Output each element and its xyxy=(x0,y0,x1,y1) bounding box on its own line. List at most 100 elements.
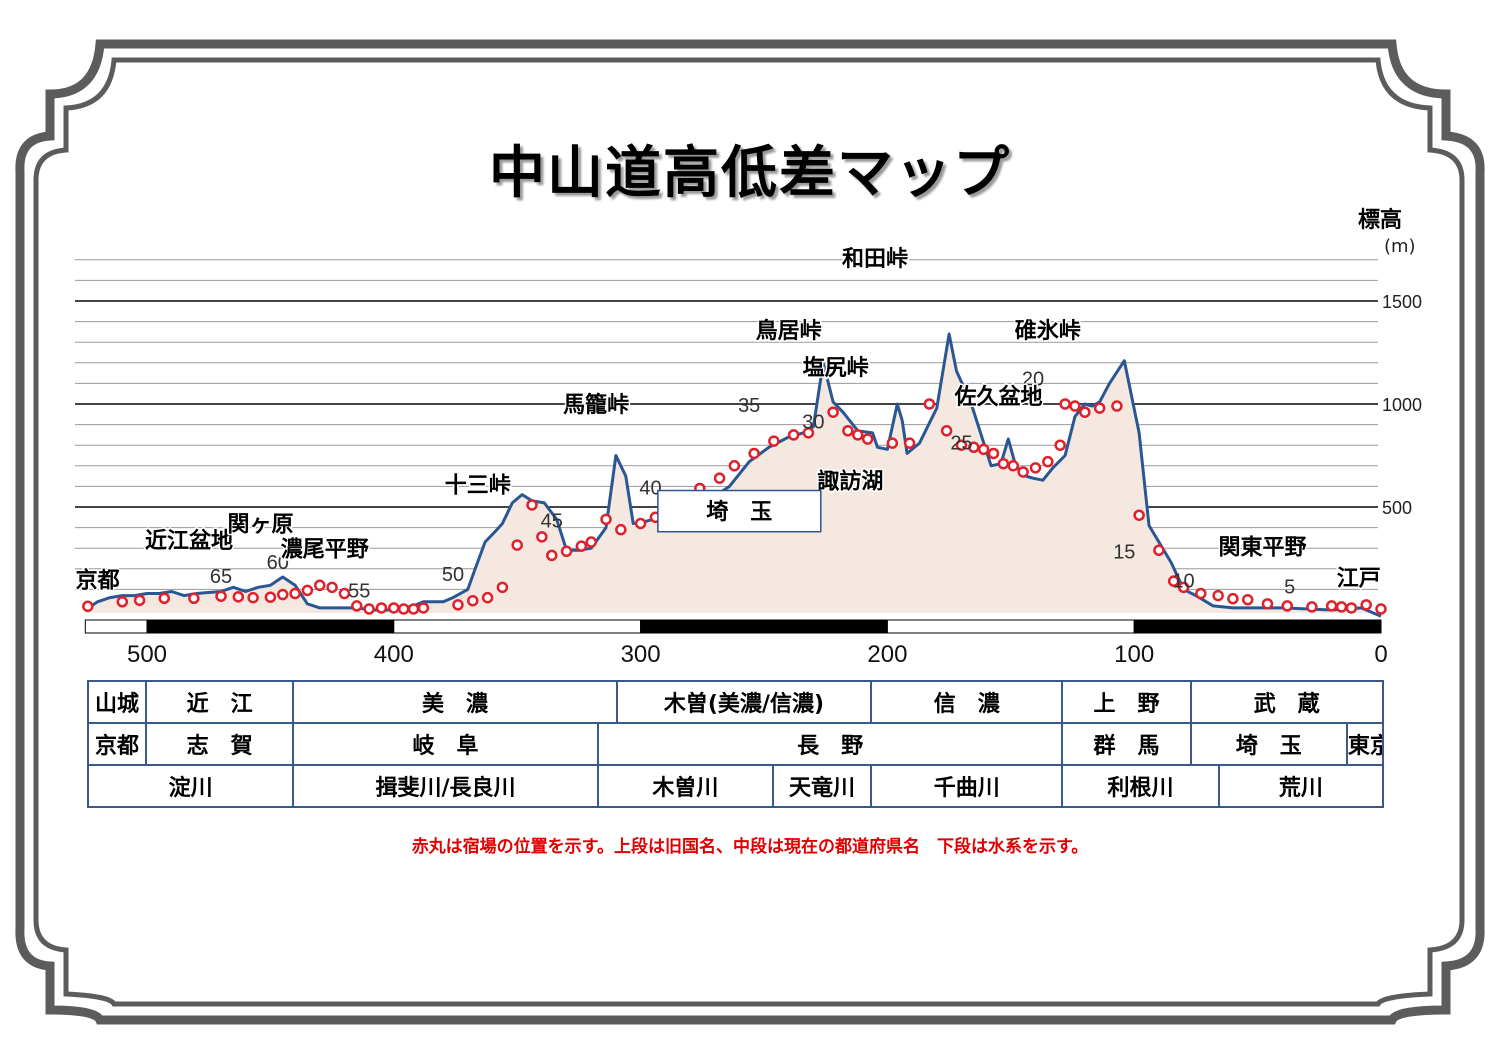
station-marker xyxy=(363,603,375,615)
station-marker xyxy=(748,447,760,460)
station-marker xyxy=(314,579,326,592)
elevation-area xyxy=(85,334,1381,617)
region-cell: 群 馬 xyxy=(1061,722,1192,766)
old-province-row: 山城 近 江 美 濃 木曽(美濃/信濃) 信 濃 上 野 武 蔵 xyxy=(86,680,1385,724)
station-number-label: 35 xyxy=(738,395,760,417)
region-cell: 美 濃 xyxy=(292,680,618,724)
station-marker xyxy=(713,472,726,484)
scale-bar-segment xyxy=(146,619,395,634)
station-marker xyxy=(1017,466,1029,478)
station-number-label: 25 xyxy=(950,432,972,454)
station-number-label: 40 xyxy=(639,478,661,500)
station-number-label: 10 xyxy=(1172,570,1194,592)
place-label: 碓氷峠 xyxy=(1015,318,1081,344)
scale-bar-segment xyxy=(393,619,642,634)
station-number-label: 45 xyxy=(541,511,563,533)
station-marker xyxy=(133,594,146,607)
station-number-label: 20 xyxy=(1022,368,1044,390)
place-label: 塩尻峠 xyxy=(803,355,869,381)
station-marker xyxy=(1177,581,1190,594)
station-marker xyxy=(1153,544,1165,557)
station-marker xyxy=(301,584,314,597)
station-marker xyxy=(452,599,464,611)
place-label: 鳥居峠 xyxy=(756,318,822,344)
place-label: 馬籠峠 xyxy=(563,392,629,418)
station-marker xyxy=(1167,575,1180,587)
region-cell: 淀川 xyxy=(86,764,295,808)
station-marker xyxy=(1212,589,1224,602)
place-label: 関東平野 xyxy=(1219,535,1307,560)
region-cell: 上 野 xyxy=(1061,680,1192,724)
region-cell: 利根川 xyxy=(1061,764,1220,808)
region-cell: 近 江 xyxy=(145,680,295,724)
station-marker xyxy=(116,596,129,608)
region-cell: 武 蔵 xyxy=(1189,680,1385,724)
region-cell: 荒川 xyxy=(1217,764,1385,808)
station-marker xyxy=(511,539,523,551)
station-marker xyxy=(1042,455,1054,468)
region-table: 山城 近 江 美 濃 木曽(美濃/信濃) 信 濃 上 野 武 蔵 京都 志 賀 … xyxy=(86,680,1385,808)
region-cell: 信 濃 xyxy=(870,680,1064,724)
station-marker xyxy=(987,447,1000,460)
scale-bar-segment xyxy=(84,619,148,634)
place-label: 近江盆地 xyxy=(145,528,233,554)
y-axis-unit: (m) xyxy=(1384,236,1416,257)
station-marker xyxy=(397,603,410,615)
station-marker xyxy=(289,587,301,600)
station-marker xyxy=(886,437,899,449)
scale-bar-segment xyxy=(640,619,888,634)
region-cell: 岐 阜 xyxy=(292,722,599,766)
station-marker xyxy=(903,437,916,449)
region-cell: 東京 xyxy=(1345,722,1385,766)
region-cell: 志 賀 xyxy=(145,722,295,766)
scale-bar-segment xyxy=(886,619,1135,634)
station-number-label: 15 xyxy=(1113,542,1135,564)
place-label: 和田峠 xyxy=(842,247,908,272)
x-tick-label: 200 xyxy=(867,641,907,668)
region-cell: 長 野 xyxy=(596,722,1064,766)
station-marker xyxy=(1375,603,1387,615)
station-marker xyxy=(634,517,647,530)
y-axis-title: 標高 xyxy=(1358,208,1403,233)
station-marker xyxy=(768,435,780,447)
station-marker xyxy=(1335,601,1348,613)
station-marker xyxy=(802,427,815,439)
region-cell: 埼 玉 xyxy=(1189,722,1348,766)
place-label: 諏訪湖 xyxy=(817,468,883,494)
station-marker xyxy=(375,602,388,614)
station-marker xyxy=(560,545,573,558)
station-marker xyxy=(861,433,874,445)
station-number-label: 55 xyxy=(348,581,370,603)
station-number-label: 30 xyxy=(802,412,824,434)
x-tick-label: 100 xyxy=(1114,641,1154,668)
station-marker xyxy=(264,591,277,603)
station-marker xyxy=(1029,462,1042,474)
prefecture-row: 京都 志 賀 岐 阜 長 野 群 馬 埼 玉 東京 xyxy=(86,722,1385,766)
station-marker xyxy=(1079,406,1091,418)
place-label: 濃尾平野 xyxy=(281,537,369,562)
station-marker xyxy=(842,425,854,437)
station-marker xyxy=(467,594,479,607)
station-marker xyxy=(977,443,990,456)
station-number-label: 60 xyxy=(267,552,289,574)
station-marker xyxy=(247,591,259,604)
boxed-label-frame xyxy=(657,489,822,533)
page-title: 中山道高低差マップ xyxy=(489,140,1011,206)
station-marker xyxy=(1093,402,1106,414)
station-marker xyxy=(215,590,227,602)
station-marker xyxy=(997,457,1010,470)
station-marker xyxy=(481,591,494,604)
station-marker xyxy=(232,591,245,603)
station-marker xyxy=(1111,400,1123,412)
station-marker xyxy=(575,540,588,552)
place-label: 京都 xyxy=(76,567,120,593)
place-label: 関ヶ原 xyxy=(228,513,294,538)
station-marker xyxy=(1059,398,1071,410)
station-marker xyxy=(536,531,548,543)
station-marker xyxy=(546,549,558,562)
region-cell: 木曽川 xyxy=(596,764,774,808)
y-tick-label: 1000 xyxy=(1382,395,1422,415)
place-label: 江戸 xyxy=(1337,566,1381,591)
